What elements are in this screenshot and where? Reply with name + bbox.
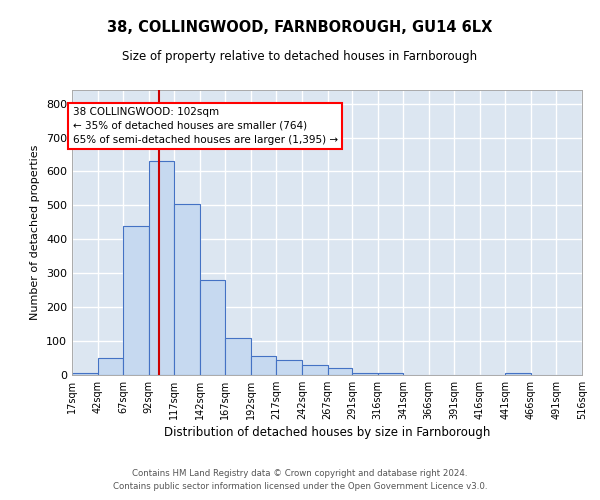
Text: Contains HM Land Registry data © Crown copyright and database right 2024.: Contains HM Land Registry data © Crown c… [132, 468, 468, 477]
Bar [72, 374, 98, 375]
Bar [200, 280, 226, 375]
Bar [174, 204, 200, 375]
Text: 38 COLLINGWOOD: 102sqm
← 35% of detached houses are smaller (764)
65% of semi-de: 38 COLLINGWOOD: 102sqm ← 35% of detached… [73, 107, 338, 145]
Bar [277, 360, 302, 375]
Bar [149, 161, 174, 375]
Bar [505, 374, 531, 375]
Bar [302, 365, 328, 375]
X-axis label: Distribution of detached houses by size in Farnborough: Distribution of detached houses by size … [164, 426, 490, 439]
Bar [123, 226, 149, 375]
Y-axis label: Number of detached properties: Number of detached properties [31, 145, 40, 320]
Bar [226, 338, 251, 375]
Bar [98, 358, 123, 375]
Bar [251, 356, 277, 375]
Text: Contains public sector information licensed under the Open Government Licence v3: Contains public sector information licen… [113, 482, 487, 491]
Bar [377, 374, 403, 375]
Text: 38, COLLINGWOOD, FARNBOROUGH, GU14 6LX: 38, COLLINGWOOD, FARNBOROUGH, GU14 6LX [107, 20, 493, 35]
Text: Size of property relative to detached houses in Farnborough: Size of property relative to detached ho… [122, 50, 478, 63]
Bar [352, 374, 377, 375]
Bar [328, 368, 352, 375]
